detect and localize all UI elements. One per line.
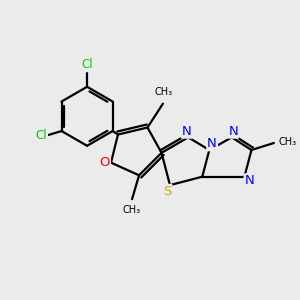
Text: S: S <box>163 185 171 198</box>
Text: CH₃: CH₃ <box>279 136 297 147</box>
Text: N: N <box>228 125 238 138</box>
Text: N: N <box>244 174 254 188</box>
Text: O: O <box>100 156 110 169</box>
Text: CH₃: CH₃ <box>154 88 172 98</box>
Text: Cl: Cl <box>35 129 47 142</box>
Text: CH₃: CH₃ <box>122 205 140 215</box>
Text: N: N <box>207 137 217 150</box>
Text: N: N <box>182 125 192 138</box>
Text: Cl: Cl <box>81 58 93 71</box>
